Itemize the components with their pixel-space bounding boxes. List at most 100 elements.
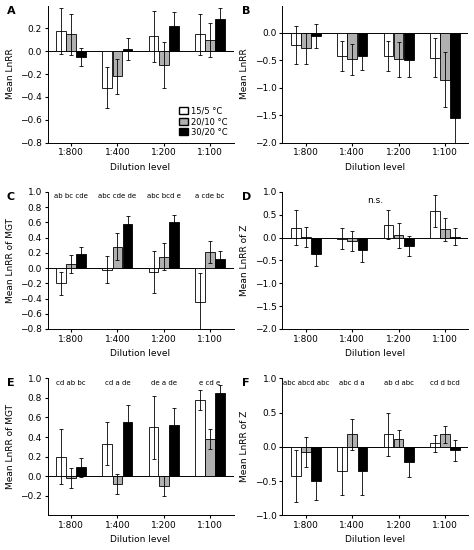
Text: ab d abc: ab d abc	[383, 379, 414, 386]
Bar	[450, 33, 460, 118]
Text: F: F	[242, 378, 249, 388]
Bar	[450, 447, 460, 450]
Text: cd ab bc: cd ab bc	[56, 379, 86, 386]
Text: A: A	[7, 6, 15, 15]
Text: abc cde de: abc cde de	[98, 193, 137, 199]
Bar	[311, 447, 321, 481]
Bar	[301, 33, 311, 48]
Bar	[76, 51, 86, 57]
Bar	[102, 51, 112, 88]
Bar	[169, 425, 179, 476]
Bar	[301, 447, 311, 452]
Bar	[347, 33, 357, 59]
Bar	[440, 229, 450, 238]
Y-axis label: Mean LnRR of Z: Mean LnRR of Z	[240, 225, 249, 296]
Y-axis label: Mean LnRR of MGT: Mean LnRR of MGT	[6, 218, 15, 303]
Bar	[291, 228, 301, 238]
Text: B: B	[242, 6, 250, 15]
Bar	[215, 393, 225, 476]
Bar	[205, 40, 215, 51]
Bar	[394, 33, 403, 59]
Bar	[430, 211, 439, 238]
Bar	[291, 447, 301, 476]
Bar	[440, 434, 450, 447]
Bar	[450, 236, 460, 238]
Bar	[159, 476, 169, 486]
Text: C: C	[7, 192, 15, 202]
Bar	[66, 264, 76, 268]
Bar	[159, 257, 169, 268]
Bar	[112, 476, 122, 484]
Bar	[195, 34, 205, 51]
Y-axis label: Mean LnRR of Z: Mean LnRR of Z	[240, 411, 249, 482]
Bar	[383, 434, 393, 447]
Bar	[337, 238, 347, 239]
Bar	[215, 19, 225, 51]
Bar	[195, 400, 205, 476]
Bar	[291, 33, 301, 45]
Bar	[56, 31, 66, 51]
Text: abc abcd abc: abc abcd abc	[283, 379, 329, 386]
Bar	[102, 444, 112, 476]
Bar	[383, 33, 393, 56]
Bar	[347, 434, 357, 447]
Bar	[56, 456, 66, 476]
X-axis label: Dilution level: Dilution level	[346, 163, 406, 172]
Bar	[123, 224, 132, 268]
Bar	[149, 427, 158, 476]
X-axis label: Dilution level: Dilution level	[110, 163, 171, 172]
Bar	[66, 34, 76, 51]
Bar	[394, 438, 403, 447]
Bar	[195, 268, 205, 302]
Bar	[404, 33, 414, 60]
Bar	[112, 247, 122, 268]
Bar	[123, 49, 132, 51]
Legend: 15/5 °C, 20/10 °C, 30/20 °C: 15/5 °C, 20/10 °C, 30/20 °C	[178, 105, 229, 139]
Bar	[404, 238, 414, 246]
X-axis label: Dilution level: Dilution level	[346, 536, 406, 544]
Text: n.s.: n.s.	[367, 196, 383, 205]
Bar	[66, 476, 76, 478]
Bar	[169, 222, 179, 268]
Bar	[311, 238, 321, 254]
Bar	[311, 33, 321, 36]
X-axis label: Dilution level: Dilution level	[110, 349, 171, 358]
Text: de a de: de a de	[151, 379, 177, 386]
Y-axis label: Mean LnRR of MGT: Mean LnRR of MGT	[6, 404, 15, 490]
Bar	[337, 33, 347, 56]
Bar	[301, 236, 311, 238]
Bar	[337, 447, 347, 471]
Bar	[215, 259, 225, 268]
Bar	[358, 33, 367, 56]
Bar	[404, 447, 414, 462]
Bar	[358, 447, 367, 471]
Bar	[149, 268, 158, 272]
X-axis label: Dilution level: Dilution level	[110, 536, 171, 544]
Text: D: D	[242, 192, 251, 202]
Y-axis label: Mean LnRR: Mean LnRR	[240, 49, 249, 100]
Bar	[383, 225, 393, 238]
Y-axis label: Mean LnRR: Mean LnRR	[6, 49, 15, 100]
Text: ab bc cde: ab bc cde	[54, 193, 88, 199]
Text: cd a de: cd a de	[105, 379, 130, 386]
Bar	[205, 252, 215, 268]
Bar	[76, 254, 86, 268]
Bar	[76, 468, 86, 476]
Text: abc d a: abc d a	[339, 379, 365, 386]
Text: a cde bc: a cde bc	[195, 193, 225, 199]
Bar	[205, 439, 215, 476]
X-axis label: Dilution level: Dilution level	[346, 349, 406, 358]
Bar	[149, 36, 158, 51]
Bar	[56, 268, 66, 283]
Bar	[430, 443, 439, 447]
Bar	[112, 51, 122, 76]
Bar	[440, 33, 450, 80]
Text: e cd e: e cd e	[200, 379, 221, 386]
Text: cd d bcd: cd d bcd	[430, 379, 460, 386]
Bar	[169, 26, 179, 51]
Bar	[358, 238, 367, 250]
Bar	[347, 238, 357, 241]
Bar	[159, 51, 169, 65]
Text: abc bcd e: abc bcd e	[147, 193, 181, 199]
Bar	[123, 422, 132, 476]
